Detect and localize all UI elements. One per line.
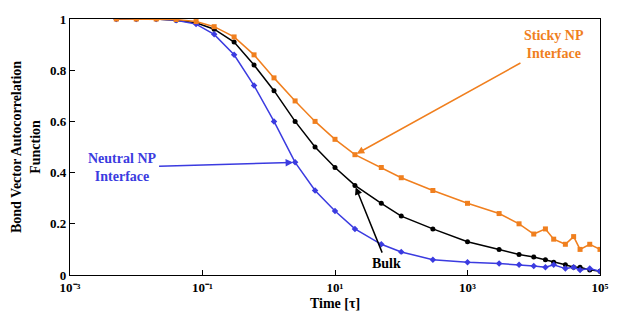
svg-text:10⁻³: 10⁻³: [60, 280, 81, 295]
svg-text:0.4: 0.4: [50, 165, 67, 180]
svg-text:10¹: 10¹: [327, 280, 344, 295]
svg-text:0: 0: [60, 268, 67, 283]
svg-text:0.2: 0.2: [50, 216, 66, 231]
svg-text:10⁵: 10⁵: [592, 280, 609, 295]
svg-text:10⁻¹: 10⁻¹: [192, 280, 213, 295]
svg-text:Bulk: Bulk: [372, 256, 401, 271]
svg-text:0.8: 0.8: [50, 63, 67, 78]
svg-text:0.6: 0.6: [50, 114, 67, 129]
svg-text:1: 1: [60, 12, 67, 27]
svg-text:10³: 10³: [459, 280, 476, 295]
svg-text:Sticky NPInterface: Sticky NPInterface: [524, 28, 584, 61]
svg-text:Time [τ]: Time [τ]: [310, 296, 360, 311]
svg-text:Neutral NPInterface: Neutral NPInterface: [88, 151, 156, 184]
svg-text:Bond Vector AutocorrelationFun: Bond Vector AutocorrelationFunction: [9, 61, 42, 233]
